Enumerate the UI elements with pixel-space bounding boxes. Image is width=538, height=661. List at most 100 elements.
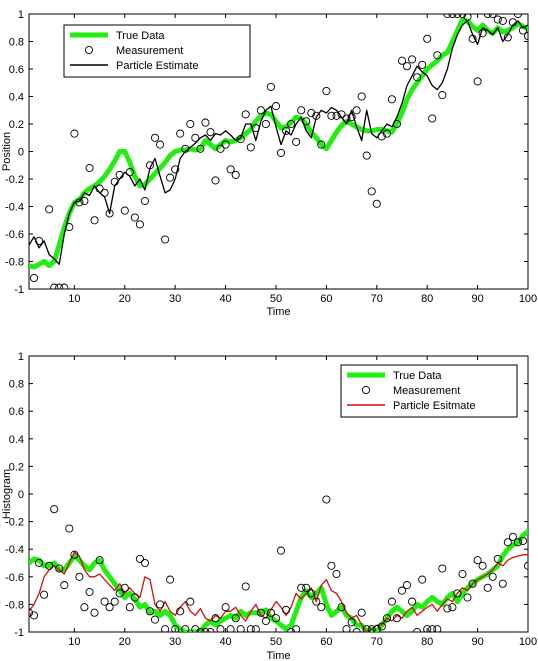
x-tick-label: 30	[169, 636, 181, 648]
measurement-point	[150, 133, 160, 142]
measurement-point	[342, 625, 351, 632]
measurement-point	[120, 206, 129, 215]
measurement-point	[60, 283, 69, 289]
measurement-point	[382, 129, 391, 138]
x-tick-label: 20	[119, 293, 131, 305]
measurement-point	[241, 582, 250, 591]
measurement-point	[493, 554, 502, 563]
measurement-point	[186, 597, 195, 606]
x-axis-label: Time	[266, 650, 290, 661]
measurement-point	[115, 589, 124, 598]
measurement-point	[478, 29, 487, 38]
measurement-point	[327, 111, 336, 120]
measurement-point	[196, 627, 205, 632]
measurement-point	[186, 119, 195, 129]
measurement-point	[211, 614, 220, 623]
y-tick-label: 0.2	[9, 461, 24, 473]
measurement-point	[322, 495, 331, 504]
measurement-point	[523, 31, 528, 41]
legend-swatch	[361, 385, 371, 395]
measurement-point	[498, 579, 507, 588]
measurement-point	[201, 627, 210, 632]
x-tick-label: 100	[519, 636, 537, 648]
x-tick-label: 80	[421, 293, 433, 305]
measurement-point	[402, 581, 412, 590]
measurement-point	[478, 561, 487, 570]
x-tick-label: 70	[371, 636, 383, 648]
measurement-point	[342, 114, 351, 123]
y-tick-label: 1	[18, 351, 24, 363]
measurement-point	[266, 82, 275, 91]
y-tick-label: -0.8	[5, 257, 24, 269]
x-tick-label: 90	[471, 293, 483, 305]
measurement-point	[251, 625, 260, 632]
measurement-point	[473, 77, 482, 86]
measurement-point	[372, 199, 381, 208]
measurement-point	[55, 283, 64, 289]
y-tick-label: 0.4	[9, 434, 24, 446]
measurement-point	[287, 119, 296, 129]
measurement-point	[125, 603, 134, 612]
measurement-point	[50, 505, 59, 514]
measurement-point	[201, 118, 210, 127]
measurement-point	[166, 575, 175, 584]
measurement-point	[443, 14, 452, 19]
measurement-point	[312, 111, 321, 120]
measurement-point	[221, 603, 230, 612]
measurement-point	[105, 603, 114, 612]
legend-swatch	[84, 45, 94, 55]
measurement-point	[362, 625, 371, 632]
measurement-point	[453, 14, 462, 19]
y-axis-label: Position	[1, 132, 13, 171]
series-line-true-data	[29, 17, 528, 270]
measurement-point	[276, 546, 286, 555]
measurement-point	[382, 614, 391, 623]
x-tick-label: 30	[169, 293, 181, 305]
y-tick-label: -0.4	[5, 544, 24, 556]
y-tick-label: -0.2	[5, 517, 24, 529]
y-tick-label: -0.6	[5, 572, 24, 584]
series-line-particle-estimate	[29, 20, 528, 265]
measurement-point	[145, 161, 155, 170]
measurement-point	[140, 558, 149, 568]
measurement-point	[35, 558, 44, 568]
measurement-point	[483, 583, 492, 592]
measurement-point	[433, 51, 442, 60]
measurement-point	[161, 235, 170, 244]
measurement-point	[463, 14, 472, 21]
measurement-point	[392, 119, 401, 129]
measurement-point	[413, 73, 422, 82]
legend: True Data Measurement Particle Estimate	[63, 24, 251, 78]
measurement-point	[438, 91, 447, 100]
measurement-point	[352, 106, 361, 115]
measurement-point	[508, 18, 517, 27]
chart-2: 10 20 30 40 50 60 70 80 90 100-1-0.8-0.6-0.4-0.20…	[1, 351, 537, 661]
measurement-point	[438, 564, 447, 573]
measurement-point	[367, 625, 376, 632]
measurement-point	[206, 128, 215, 137]
measurement-point	[332, 569, 341, 579]
measurement-point	[75, 572, 84, 581]
y-tick-label: 0	[18, 489, 24, 501]
x-tick-label: 80	[421, 636, 433, 648]
measurement-point	[80, 196, 89, 206]
measurement-point	[337, 603, 346, 612]
measurement-point	[256, 106, 265, 115]
measurement-point	[408, 55, 417, 64]
measurement-point	[60, 581, 69, 590]
measurement-point	[150, 615, 160, 624]
measurement-point	[241, 110, 250, 119]
y-tick-label: 0.4	[9, 92, 24, 104]
measurement-point	[216, 144, 225, 153]
measurement-point	[140, 196, 149, 206]
measurement-point	[110, 597, 119, 606]
measurement-point	[458, 14, 467, 19]
measurement-point	[347, 113, 356, 122]
measurement-point	[392, 614, 401, 623]
measurement-point	[352, 627, 361, 632]
measurement-point	[357, 608, 366, 617]
x-tick-label: 50	[270, 636, 282, 648]
x-tick-label: 60	[320, 293, 332, 305]
measurement-point	[428, 625, 437, 632]
legend-entry: True Data	[116, 30, 165, 42]
